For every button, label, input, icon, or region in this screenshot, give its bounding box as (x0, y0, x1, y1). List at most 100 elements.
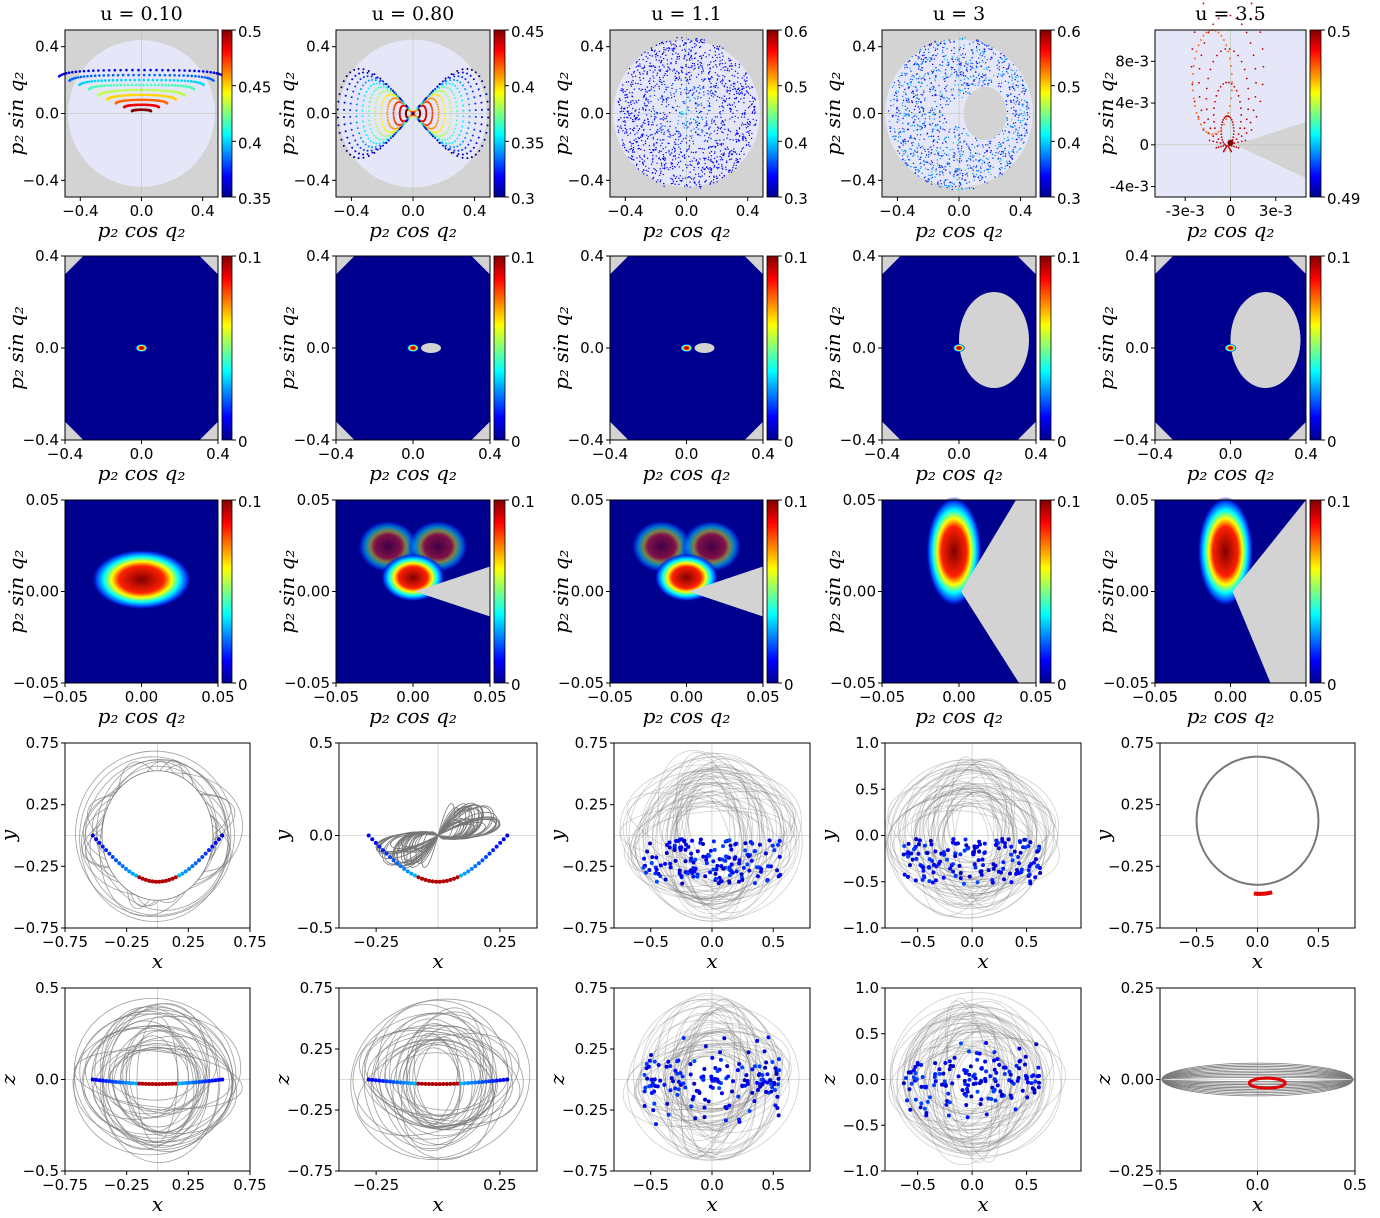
point (464, 146, 467, 149)
point (954, 170, 956, 173)
point (945, 141, 947, 144)
point (371, 146, 374, 149)
point (948, 131, 950, 133)
point (1012, 151, 1015, 153)
point (653, 90, 655, 92)
point (712, 179, 715, 181)
point (1006, 162, 1009, 164)
point (942, 122, 944, 124)
point (956, 169, 958, 171)
point (998, 175, 1000, 177)
point (958, 134, 960, 137)
point (918, 138, 921, 141)
point (375, 82, 378, 85)
point (637, 118, 639, 121)
point (917, 81, 920, 83)
point (643, 173, 645, 175)
point (1018, 93, 1020, 96)
point (1228, 48, 1231, 50)
point (109, 84, 113, 87)
point (687, 66, 690, 69)
point (943, 182, 945, 184)
point (899, 146, 901, 149)
point (936, 147, 938, 149)
point (102, 74, 106, 77)
point (906, 73, 908, 75)
point (976, 47, 978, 49)
point (658, 157, 661, 159)
point (456, 155, 459, 158)
point (1015, 111, 1017, 113)
point (1007, 123, 1009, 125)
point (1223, 117, 1226, 119)
point (1017, 80, 1019, 83)
point (898, 76, 901, 78)
point (639, 63, 641, 65)
point (667, 47, 670, 49)
point (741, 88, 743, 91)
point (664, 158, 666, 160)
point (1014, 146, 1017, 148)
point (1240, 107, 1242, 110)
point (661, 165, 663, 167)
point (961, 37, 964, 40)
point (666, 70, 669, 73)
point (918, 144, 920, 147)
point (430, 133, 433, 136)
scatter-points (336, 67, 490, 160)
point (461, 68, 464, 71)
x-tick-label: −0.4 (879, 202, 915, 220)
point (1006, 103, 1008, 106)
point (737, 72, 739, 75)
y-tick-label: −0.5 (297, 919, 333, 937)
point (699, 110, 702, 113)
point (957, 188, 960, 191)
point (626, 88, 628, 91)
point (638, 88, 640, 90)
point (690, 40, 692, 42)
y-tick-label: 0.4 (852, 38, 876, 56)
point (648, 167, 650, 169)
point (155, 78, 159, 82)
point (405, 104, 408, 107)
point (1014, 121, 1017, 124)
point (1222, 150, 1225, 153)
point (634, 82, 637, 85)
point (938, 116, 941, 119)
point (673, 48, 675, 51)
point (960, 169, 963, 172)
point (387, 130, 390, 133)
point (954, 125, 957, 128)
point (959, 71, 961, 73)
point (1205, 108, 1208, 111)
point (972, 83, 974, 86)
point (661, 41, 664, 43)
point (709, 183, 711, 185)
point (902, 122, 904, 124)
point (938, 138, 940, 140)
point (1007, 67, 1010, 70)
point (620, 127, 623, 129)
point (143, 98, 146, 102)
point (151, 78, 155, 82)
point (618, 103, 621, 106)
point (897, 118, 899, 120)
point (693, 128, 695, 130)
point (950, 184, 952, 187)
point (467, 127, 470, 130)
point (915, 73, 917, 75)
point (391, 858, 396, 863)
point (920, 58, 923, 60)
point (755, 119, 758, 122)
point (655, 56, 657, 58)
point (1000, 74, 1002, 76)
point (1003, 137, 1006, 140)
point (458, 134, 461, 137)
point (714, 59, 717, 62)
point (701, 65, 703, 67)
point (981, 85, 983, 87)
point (120, 94, 123, 97)
point (376, 96, 379, 99)
